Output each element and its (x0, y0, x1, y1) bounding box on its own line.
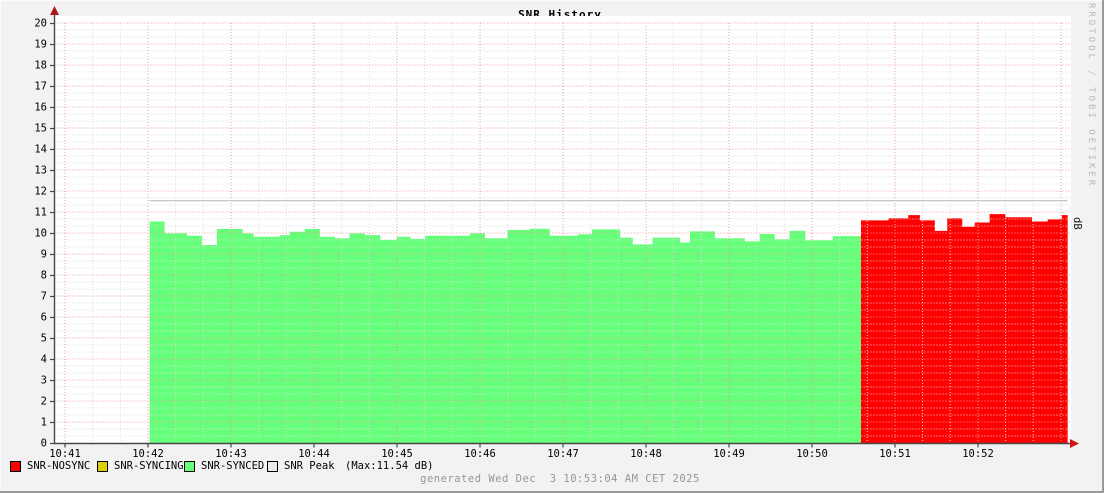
legend-item-snr-syncing: SNR-SYNCING (97, 460, 184, 472)
svg-text:19: 19 (34, 39, 47, 51)
svg-text:10: 10 (34, 228, 47, 240)
svg-text:18: 18 (34, 60, 47, 72)
svg-text:16: 16 (34, 102, 47, 114)
legend-label: SNR-SYNCING (114, 460, 184, 472)
svg-text:17: 17 (34, 81, 47, 93)
legend-swatch-yellow-icon (97, 460, 108, 472)
svg-text:10:50: 10:50 (796, 448, 828, 460)
svg-text:10:52: 10:52 (962, 448, 994, 460)
right-axis-label: dB (1071, 217, 1083, 230)
legend-item-snr-synced: SNR-SYNCED (184, 460, 264, 472)
svg-text:10:44: 10:44 (298, 448, 330, 460)
max-value-note: (Max:11.54 dB) (345, 460, 434, 472)
svg-text:9: 9 (41, 249, 47, 261)
svg-text:3: 3 (41, 375, 47, 387)
y-axis-arrow-icon (50, 6, 59, 15)
svg-text:10:48: 10:48 (630, 448, 662, 460)
svg-text:4: 4 (41, 354, 47, 366)
svg-text:10:46: 10:46 (464, 448, 496, 460)
svg-text:10:45: 10:45 (381, 448, 413, 460)
legend-label: SNR Peak (284, 460, 335, 472)
svg-text:10:42: 10:42 (132, 448, 164, 460)
svg-text:10:41: 10:41 (49, 448, 81, 460)
legend-label: SNR-SYNCED (201, 460, 265, 472)
legend-item-snr-peak: SNR Peak (267, 460, 335, 472)
svg-text:20: 20 (34, 18, 47, 30)
legend-swatch-green-icon (184, 460, 195, 472)
svg-text:8: 8 (41, 270, 47, 282)
svg-text:0: 0 (41, 438, 47, 450)
legend-swatch-red-icon (10, 460, 21, 472)
svg-text:10:47: 10:47 (547, 448, 579, 460)
series-area-snr-synced (149, 221, 861, 443)
svg-text:7: 7 (41, 291, 47, 303)
svg-text:13: 13 (34, 165, 47, 177)
svg-text:11: 11 (34, 207, 47, 219)
legend-swatch-peak-icon (267, 460, 278, 472)
svg-text:12: 12 (34, 186, 47, 198)
svg-text:1: 1 (41, 417, 47, 429)
svg-text:2: 2 (41, 396, 47, 408)
svg-text:10:51: 10:51 (879, 448, 911, 460)
rrdtool-branding: RRDTOOL / TOBI OETIKER (1086, 3, 1096, 189)
svg-text:5: 5 (41, 333, 47, 345)
series-area-snr-nosync (860, 214, 1068, 443)
legend-item-snr-nosync: SNR-NOSYNC (10, 460, 90, 472)
svg-text:10:49: 10:49 (713, 448, 745, 460)
x-axis-arrow-icon (1070, 439, 1079, 448)
svg-text:14: 14 (34, 144, 47, 156)
generated-timestamp: generated Wed Dec 3 10:53:04 AM CET 2025 (420, 473, 700, 485)
legend-label: SNR-NOSYNC (27, 460, 91, 472)
svg-text:15: 15 (34, 123, 47, 135)
svg-text:10:43: 10:43 (215, 448, 247, 460)
svg-text:6: 6 (41, 312, 47, 324)
